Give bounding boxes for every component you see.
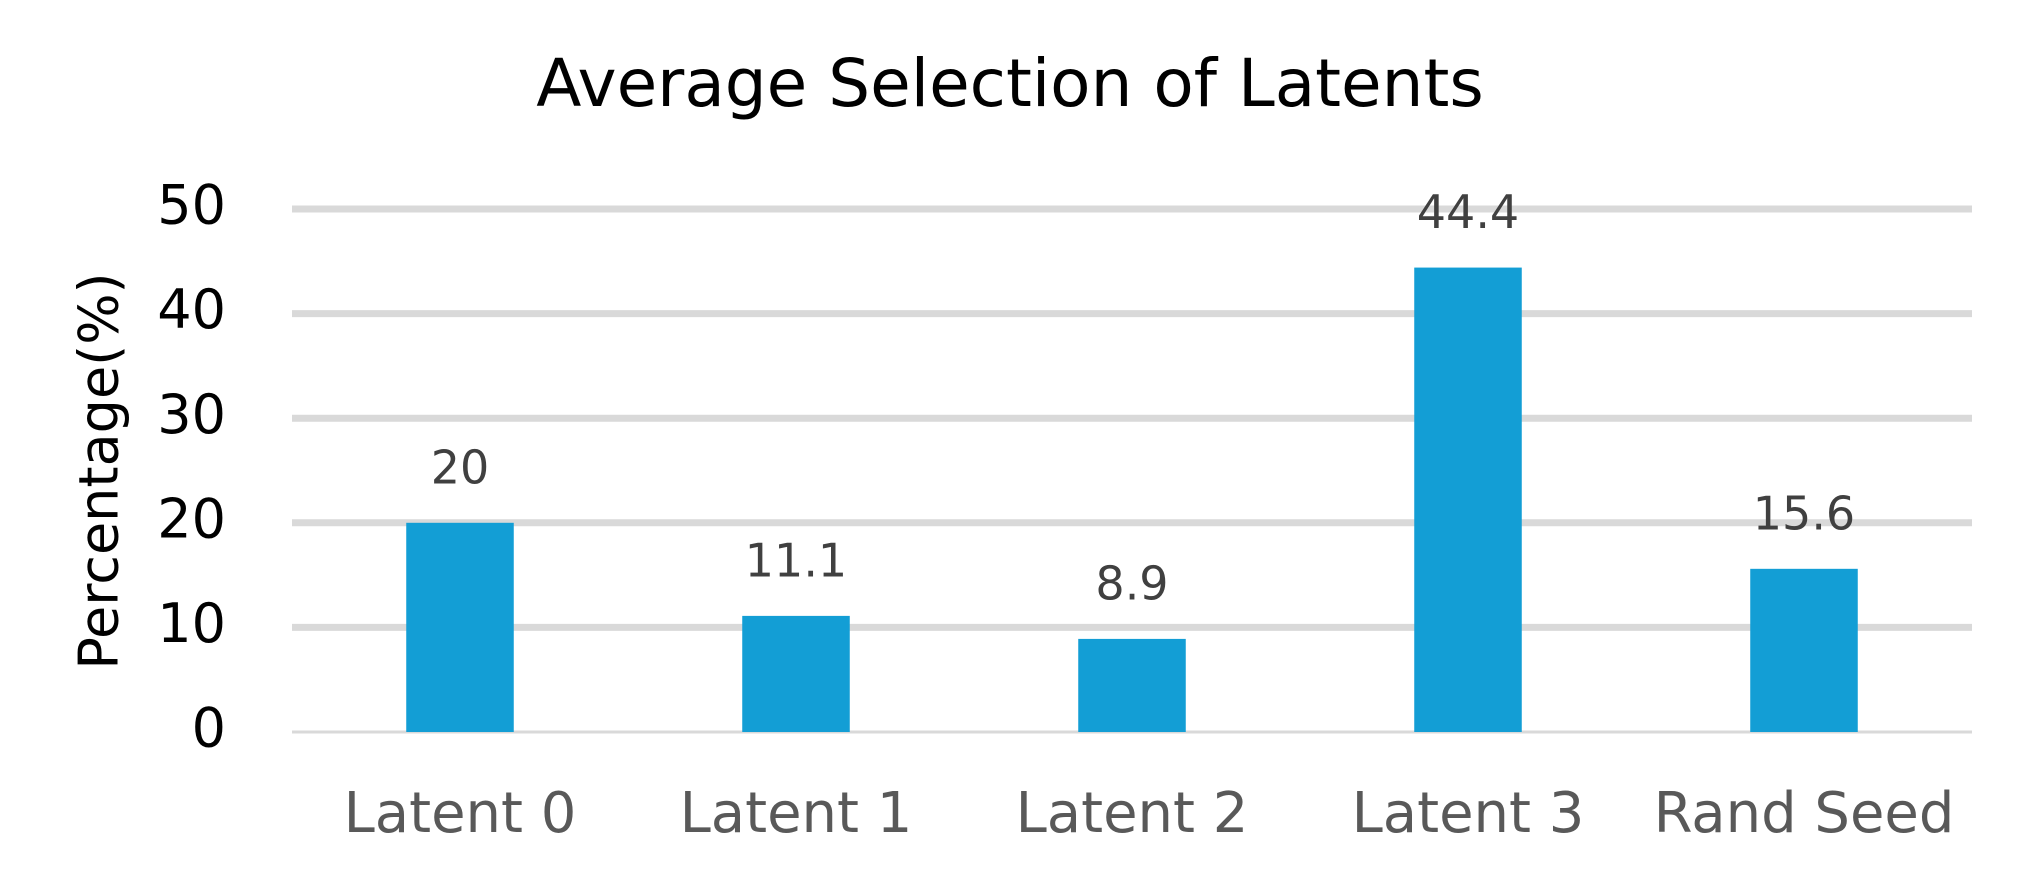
bar bbox=[742, 615, 850, 732]
y-axis-label: Percentage(%) bbox=[68, 272, 131, 669]
data-label: 15.6 bbox=[1753, 486, 1855, 540]
y-tick-label: 0 bbox=[192, 697, 226, 760]
y-tick-label: 30 bbox=[157, 383, 226, 446]
y-tick-label: 40 bbox=[157, 278, 226, 341]
x-tick-label: Latent 0 bbox=[344, 781, 577, 846]
x-tick-label: Latent 1 bbox=[680, 781, 913, 846]
bar bbox=[1078, 638, 1186, 732]
data-label: 20 bbox=[431, 440, 490, 494]
x-tick-label: Rand Seed bbox=[1654, 781, 1955, 846]
x-tick-label: Latent 2 bbox=[1016, 781, 1249, 846]
bar bbox=[406, 522, 514, 732]
data-label: 8.9 bbox=[1095, 556, 1168, 610]
data-label: 44.4 bbox=[1417, 185, 1519, 239]
bar bbox=[1750, 568, 1858, 732]
y-tick-label: 10 bbox=[157, 592, 226, 655]
x-tick-label: Latent 3 bbox=[1352, 781, 1585, 846]
chart-title: Average Selection of Latents bbox=[536, 45, 1484, 122]
bar bbox=[1414, 267, 1522, 732]
data-label: 11.1 bbox=[745, 533, 847, 587]
y-tick-label: 20 bbox=[157, 487, 226, 550]
y-tick-label: 50 bbox=[157, 174, 226, 237]
